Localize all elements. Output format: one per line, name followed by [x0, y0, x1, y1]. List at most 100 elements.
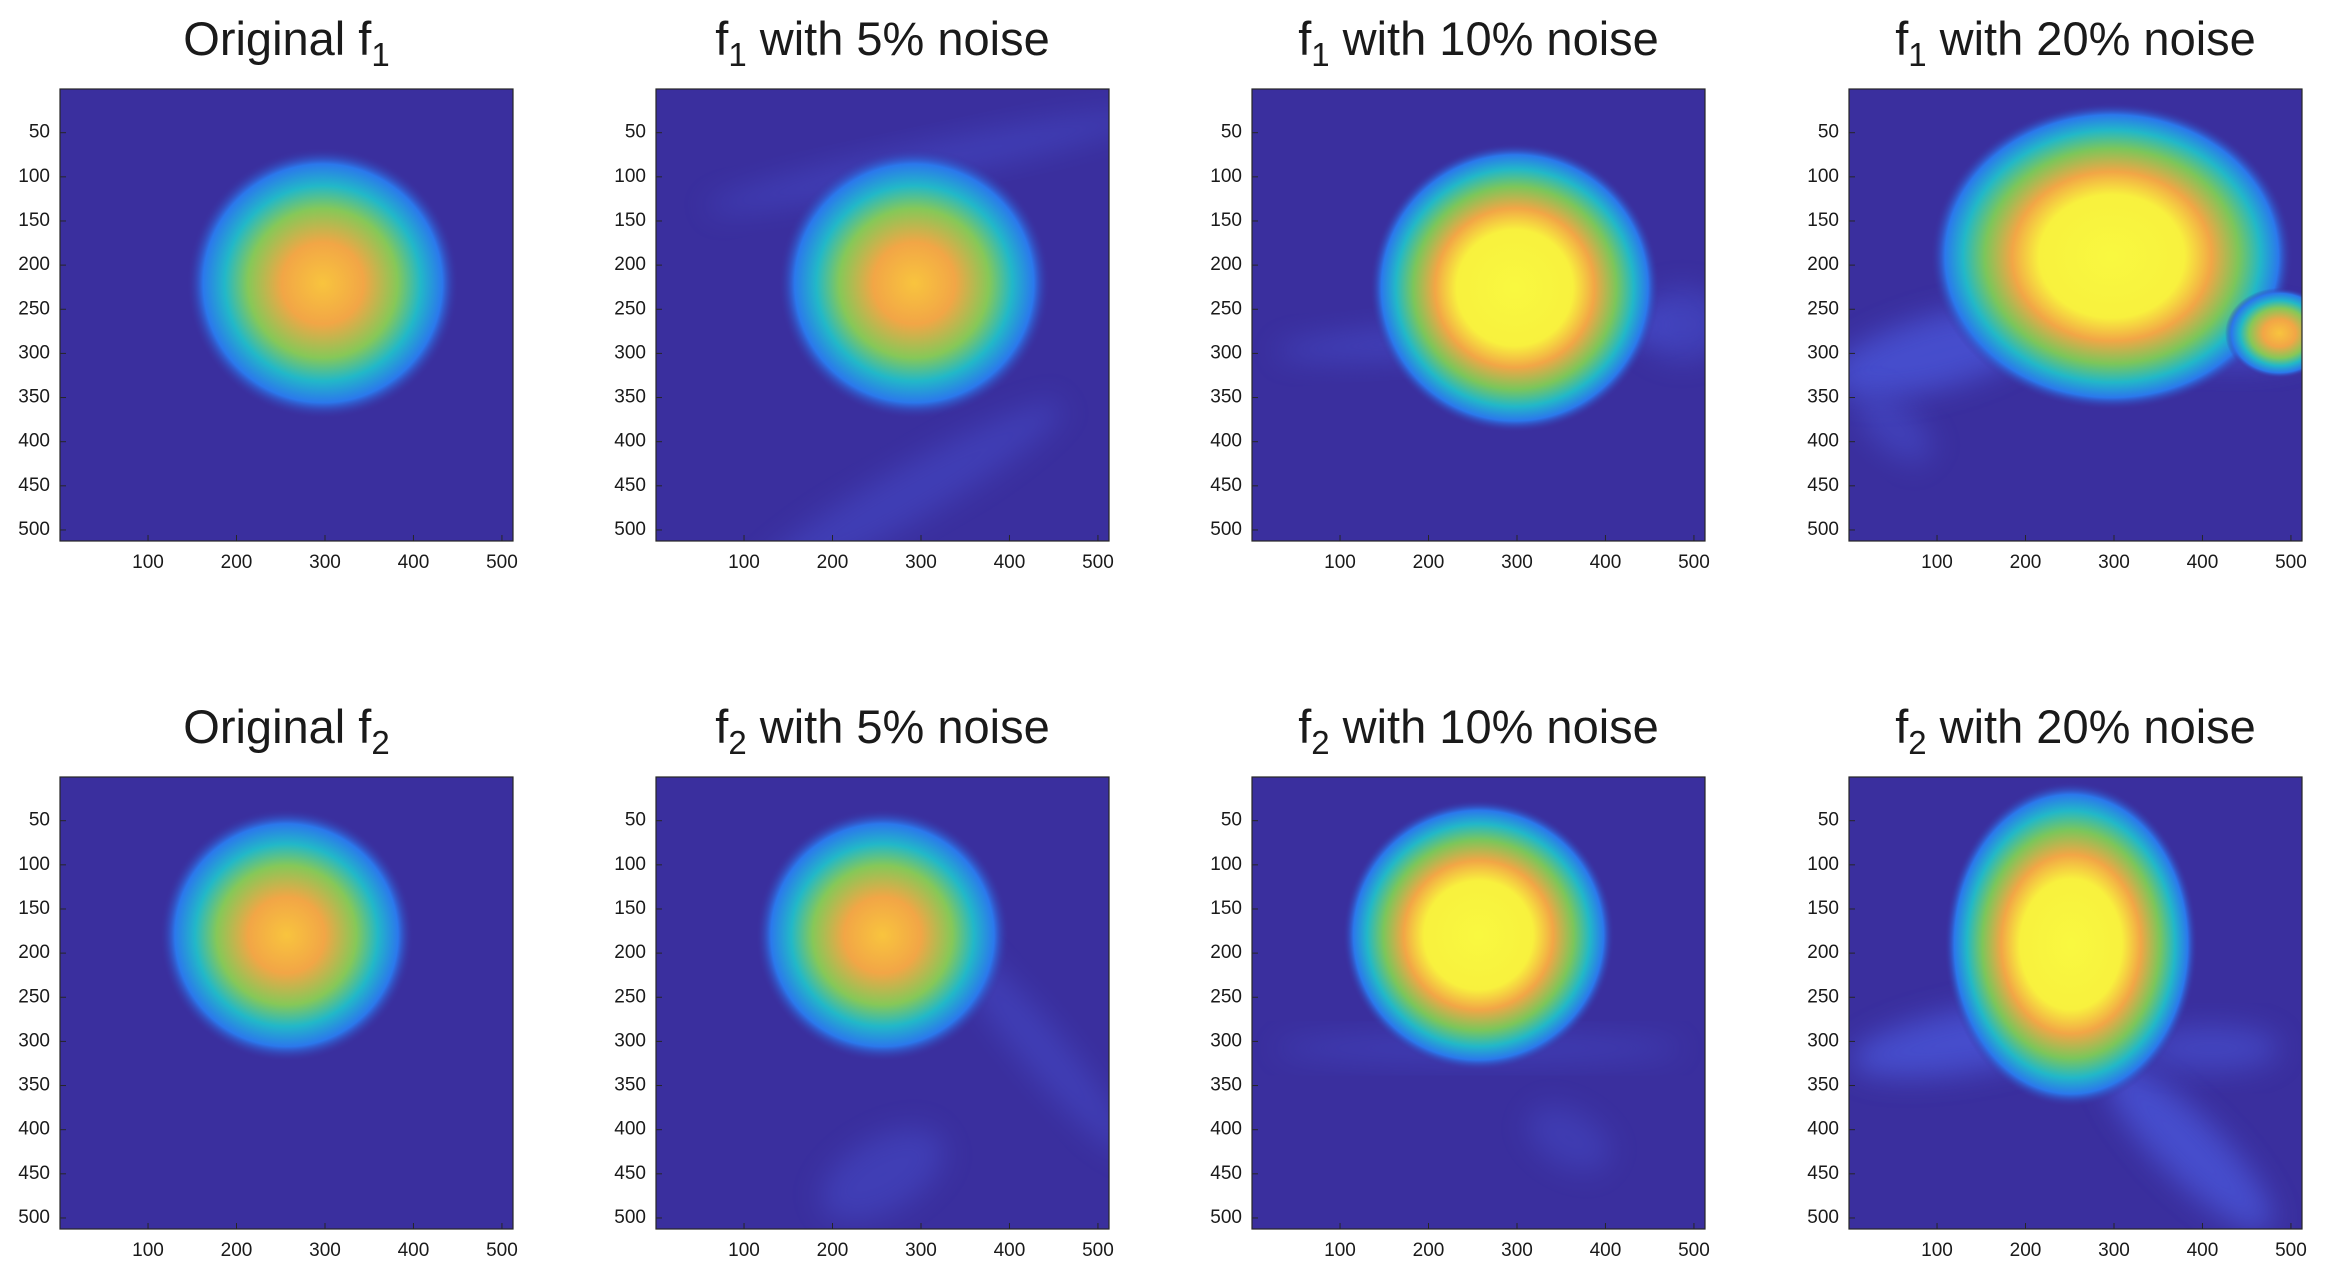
y-tick-label: 50 [625, 810, 646, 831]
title-text: Original f [183, 12, 372, 65]
y-tick-label: 250 [18, 986, 50, 1007]
x-tick-label: 200 [221, 1240, 253, 1261]
y-tick-label: 300 [614, 1030, 646, 1051]
x-tick-label: 400 [2187, 1240, 2219, 1261]
y-tick-label: 250 [18, 298, 50, 319]
y-tick-label: 50 [29, 122, 50, 143]
y-tick-label: 200 [1807, 254, 1839, 275]
title-text: with 5% noise [747, 700, 1050, 753]
x-tick-label: 500 [1678, 552, 1710, 573]
y-tick-label: 350 [1210, 1075, 1242, 1096]
panel: 100 200 300 400 500 50 100 150 200 250 300 350 400 45… [1807, 700, 2306, 1261]
heatmap-image [1252, 89, 1705, 541]
axes-box [1251, 776, 1706, 1230]
heatmap-image [1849, 89, 2302, 541]
x-tick-label: 100 [132, 1240, 164, 1261]
y-tick-label: 200 [1210, 942, 1242, 963]
title-subscript: 1 [728, 36, 746, 73]
y-tick-label: 400 [1807, 431, 1839, 452]
y-tick-label: 250 [614, 986, 646, 1007]
blob [755, 808, 1010, 1062]
title-text: Original f [183, 700, 372, 753]
x-tick-label: 100 [1921, 1240, 1953, 1261]
y-tick-label: 250 [614, 298, 646, 319]
blob [778, 147, 1051, 419]
panel: 100 200 300 400 500 50 100 150 200 250 300 350 400 45… [18, 12, 517, 573]
panel-title: f2 with 10% noise [1298, 700, 1659, 760]
y-tick-label: 300 [1807, 1030, 1839, 1051]
blob [1944, 781, 2198, 1107]
y-tick-label: 400 [18, 431, 50, 452]
y-tick-label: 250 [1210, 298, 1242, 319]
title-text: with 5% noise [747, 12, 1050, 65]
y-tick-label: 150 [18, 898, 50, 919]
blob [2225, 287, 2302, 379]
axes-box [1251, 88, 1706, 542]
heatmap-image [656, 89, 1109, 541]
x-tick-label: 300 [2098, 1240, 2130, 1261]
x-tick-label: 300 [905, 552, 937, 573]
y-tick-label: 300 [18, 1030, 50, 1051]
y-tick-label: 50 [625, 122, 646, 143]
x-tick-label: 200 [221, 552, 253, 573]
y-tick-label: 350 [1210, 387, 1242, 408]
heatmap-image [656, 777, 1109, 1229]
y-tick-label: 200 [614, 942, 646, 963]
x-tick-label: 200 [1413, 552, 1445, 573]
title-text: with 20% noise [1927, 700, 2256, 753]
y-tick-label: 500 [1210, 1207, 1242, 1228]
y-tick-label: 400 [1210, 1119, 1242, 1140]
y-tick-label: 150 [614, 898, 646, 919]
panel-title: f1 with 20% noise [1895, 12, 2256, 72]
x-tick-label: 300 [309, 552, 341, 573]
title-subscript: 2 [728, 724, 746, 761]
x-tick-label: 400 [398, 1240, 430, 1261]
y-tick-label: 350 [18, 387, 50, 408]
x-tick-label: 300 [309, 1240, 341, 1261]
y-tick-label: 400 [18, 1119, 50, 1140]
x-tick-label: 100 [1921, 552, 1953, 573]
y-tick-label: 100 [18, 854, 50, 875]
y-tick-label: 50 [1221, 810, 1242, 831]
panel: 100 200 300 400 500 50 100 150 200 250 300 350 400 45… [1210, 700, 1709, 1261]
noise-streak [1527, 1105, 1611, 1172]
y-tick-label: 500 [614, 519, 646, 540]
panel: 100 200 300 400 500 50 100 150 200 250 300 350 400 45… [1210, 12, 1710, 573]
x-tick-label: 400 [2187, 552, 2219, 573]
title-subscript: 1 [1908, 36, 1926, 73]
x-tick-label: 100 [1324, 552, 1356, 573]
y-tick-label: 50 [1818, 810, 1839, 831]
y-tick-label: 450 [614, 475, 646, 496]
y-tick-label: 500 [1210, 519, 1242, 540]
noise-streak [2143, 1025, 2280, 1071]
title-subscript: 1 [1311, 36, 1329, 73]
y-tick-label: 500 [18, 1207, 50, 1228]
y-tick-label: 300 [1210, 1030, 1242, 1051]
x-tick-label: 500 [486, 552, 518, 573]
heatmap-image [60, 89, 513, 541]
title-text: f [715, 12, 729, 65]
x-tick-label: 300 [1501, 1240, 1533, 1261]
x-tick-label: 300 [1501, 552, 1533, 573]
axes-box [1848, 88, 2303, 542]
noise-streak [951, 943, 1109, 1154]
y-tick-label: 250 [1210, 986, 1242, 1007]
y-tick-label: 300 [1210, 342, 1242, 363]
y-tick-label: 300 [1807, 342, 1839, 363]
y-tick-label: 150 [1210, 210, 1242, 231]
blob [1369, 143, 1660, 433]
y-tick-label: 100 [1210, 854, 1242, 875]
y-tick-label: 250 [1807, 986, 1839, 1007]
y-tick-label: 500 [1807, 1207, 1839, 1228]
axes-box [59, 88, 514, 542]
noise-streak [1856, 394, 1932, 462]
blob [186, 147, 459, 419]
y-tick-label: 400 [1210, 431, 1242, 452]
title-text: with 10% noise [1330, 700, 1659, 753]
noise-streak [747, 402, 1063, 541]
noise-streak [2105, 1064, 2272, 1229]
y-tick-label: 100 [1210, 166, 1242, 187]
x-tick-label: 100 [1324, 1240, 1356, 1261]
x-tick-label: 100 [728, 552, 760, 573]
